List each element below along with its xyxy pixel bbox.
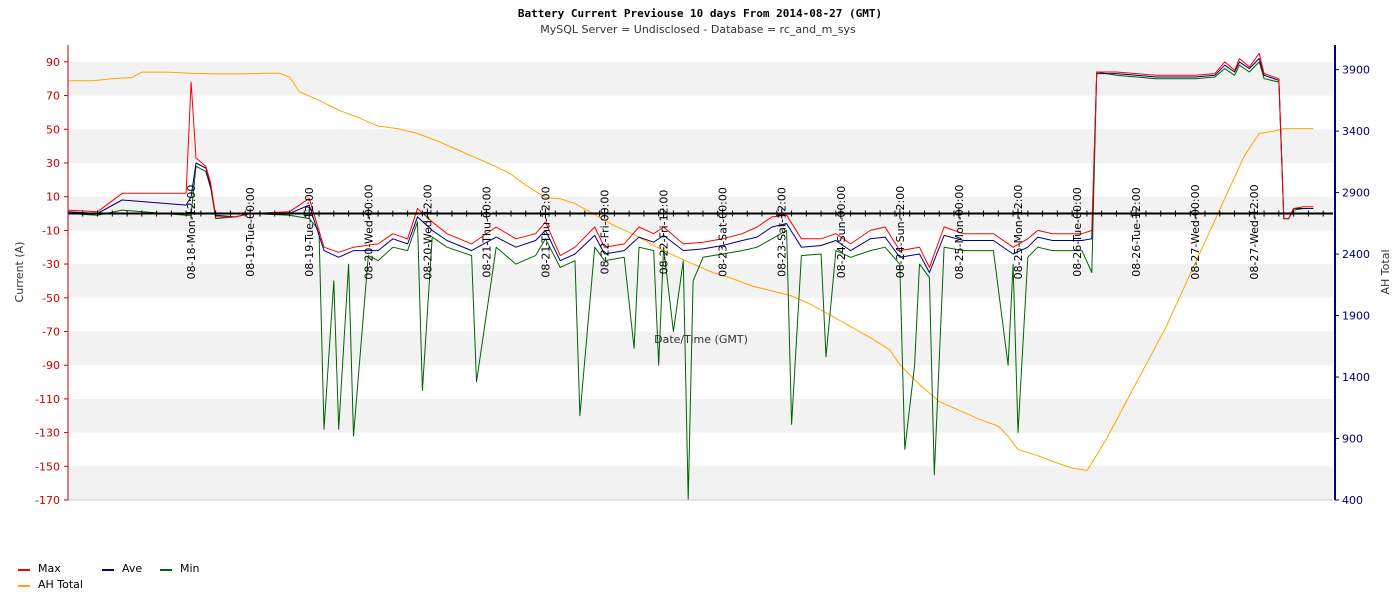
series-layer	[67, 52, 1314, 501]
x-tick-label: 08-27-Wed-00:00	[1189, 184, 1202, 279]
y-left-tick-label: -10	[42, 224, 60, 237]
x-axis-label: Date/Time (GMT)	[654, 333, 748, 346]
x-tick-label: 08-21-Thu-12:00	[540, 186, 553, 277]
x-tick-label: 08-23-Sat-00:00	[717, 187, 730, 277]
legend-item: AH Total	[18, 578, 83, 591]
y-right-tick-label: 3900	[1342, 64, 1370, 77]
y-right-tick-label: 1400	[1342, 371, 1370, 384]
x-tick-label: 08-24-Sun-00:00	[835, 186, 848, 279]
y-right-tick-label: 1900	[1342, 310, 1370, 323]
grid-bands	[68, 61, 1333, 500]
grid-band	[68, 466, 1333, 500]
legend-item: Ave	[102, 562, 142, 575]
x-tick-label: 08-22-Fri-12:00	[658, 190, 671, 275]
y-left-tick-label: -150	[35, 460, 60, 473]
y-left-tick-label: -130	[35, 427, 60, 440]
x-tick-label: 08-20-Wed-00:00	[362, 184, 375, 279]
legend-label: Min	[180, 562, 200, 575]
axes-layer: 90 70 50 30 10 -10 -30 -50 -70 -90 -110 -130 -150 -17…	[35, 45, 1370, 507]
legend-label: AH Total	[38, 578, 83, 591]
legend: Max Ave Min AH Total	[18, 562, 200, 591]
legend-label: Max	[38, 562, 61, 575]
series-line-ah-total	[68, 71, 1314, 471]
y-right-tick-label: 3400	[1342, 125, 1370, 138]
x-tick-label: 08-21-Thu-00:00	[480, 186, 493, 277]
y-left-tick-label: -30	[42, 258, 60, 271]
y-left-tick-label: 10	[46, 191, 60, 204]
y-axis-right-label: AH Total	[1379, 250, 1392, 295]
x-tick-label: 08-27-Wed-12:00	[1248, 184, 1261, 279]
y-right-tick-label: 2900	[1342, 187, 1370, 200]
chart-title: Battery Current Previouse 10 days From 2…	[518, 7, 882, 20]
chart-subtitle: MySQL Server = Undisclosed - Database = …	[540, 23, 856, 36]
y-left-tick-label: -170	[35, 494, 60, 507]
y-left-tick-label: 50	[46, 123, 60, 136]
y-left-tick-label: -70	[42, 325, 60, 338]
x-tick-label: 08-23-Sat-12:00	[776, 187, 789, 277]
grid-band	[68, 264, 1333, 298]
x-tick-label: 08-18-Mon-12:00	[185, 185, 198, 280]
y-left-tick-label: 90	[46, 56, 60, 69]
x-tick-label: 08-20-Wed-12:00	[421, 184, 434, 279]
grid-band	[68, 331, 1333, 366]
y-left-tick-label: -110	[35, 393, 60, 406]
legend-label: Ave	[122, 562, 142, 575]
x-tick-label: 08-24-Sun-12:00	[894, 186, 907, 279]
y-right-tick-label: 400	[1342, 494, 1363, 507]
legend-item: Min	[160, 562, 200, 575]
y-left-tick-label: -50	[42, 292, 60, 305]
y-right-tick-label: 900	[1342, 433, 1363, 446]
x-tick-label: 08-25-Mon-00:00	[953, 185, 966, 280]
grid-band	[68, 398, 1333, 433]
x-tick-label: 08-25-Mon-12:00	[1012, 185, 1025, 280]
grid-band	[68, 129, 1333, 163]
legend-item: Max	[18, 562, 61, 575]
series-line-min	[67, 61, 1314, 501]
x-tick-label: 08-26-Tue-12:00	[1130, 187, 1143, 276]
series-line-ave	[67, 58, 1314, 273]
y-left-tick-label: -90	[42, 359, 60, 372]
grid-band	[68, 61, 1333, 96]
y-axis-left-label: Current (A)	[13, 242, 26, 303]
x-tick-label: 08-26-Tue-00:00	[1071, 187, 1084, 276]
series-line-max	[67, 52, 1314, 268]
x-tick-label: 08-19-Tue-12:00	[303, 187, 316, 276]
y-left-tick-label: 30	[46, 157, 60, 170]
x-tick-label: 08-22-Fri-00:00	[599, 190, 612, 275]
y-left-tick-label: 70	[46, 90, 60, 103]
y-right-tick-label: 2400	[1342, 248, 1370, 261]
x-tick-label: 08-19-Tue-00:00	[244, 187, 257, 276]
